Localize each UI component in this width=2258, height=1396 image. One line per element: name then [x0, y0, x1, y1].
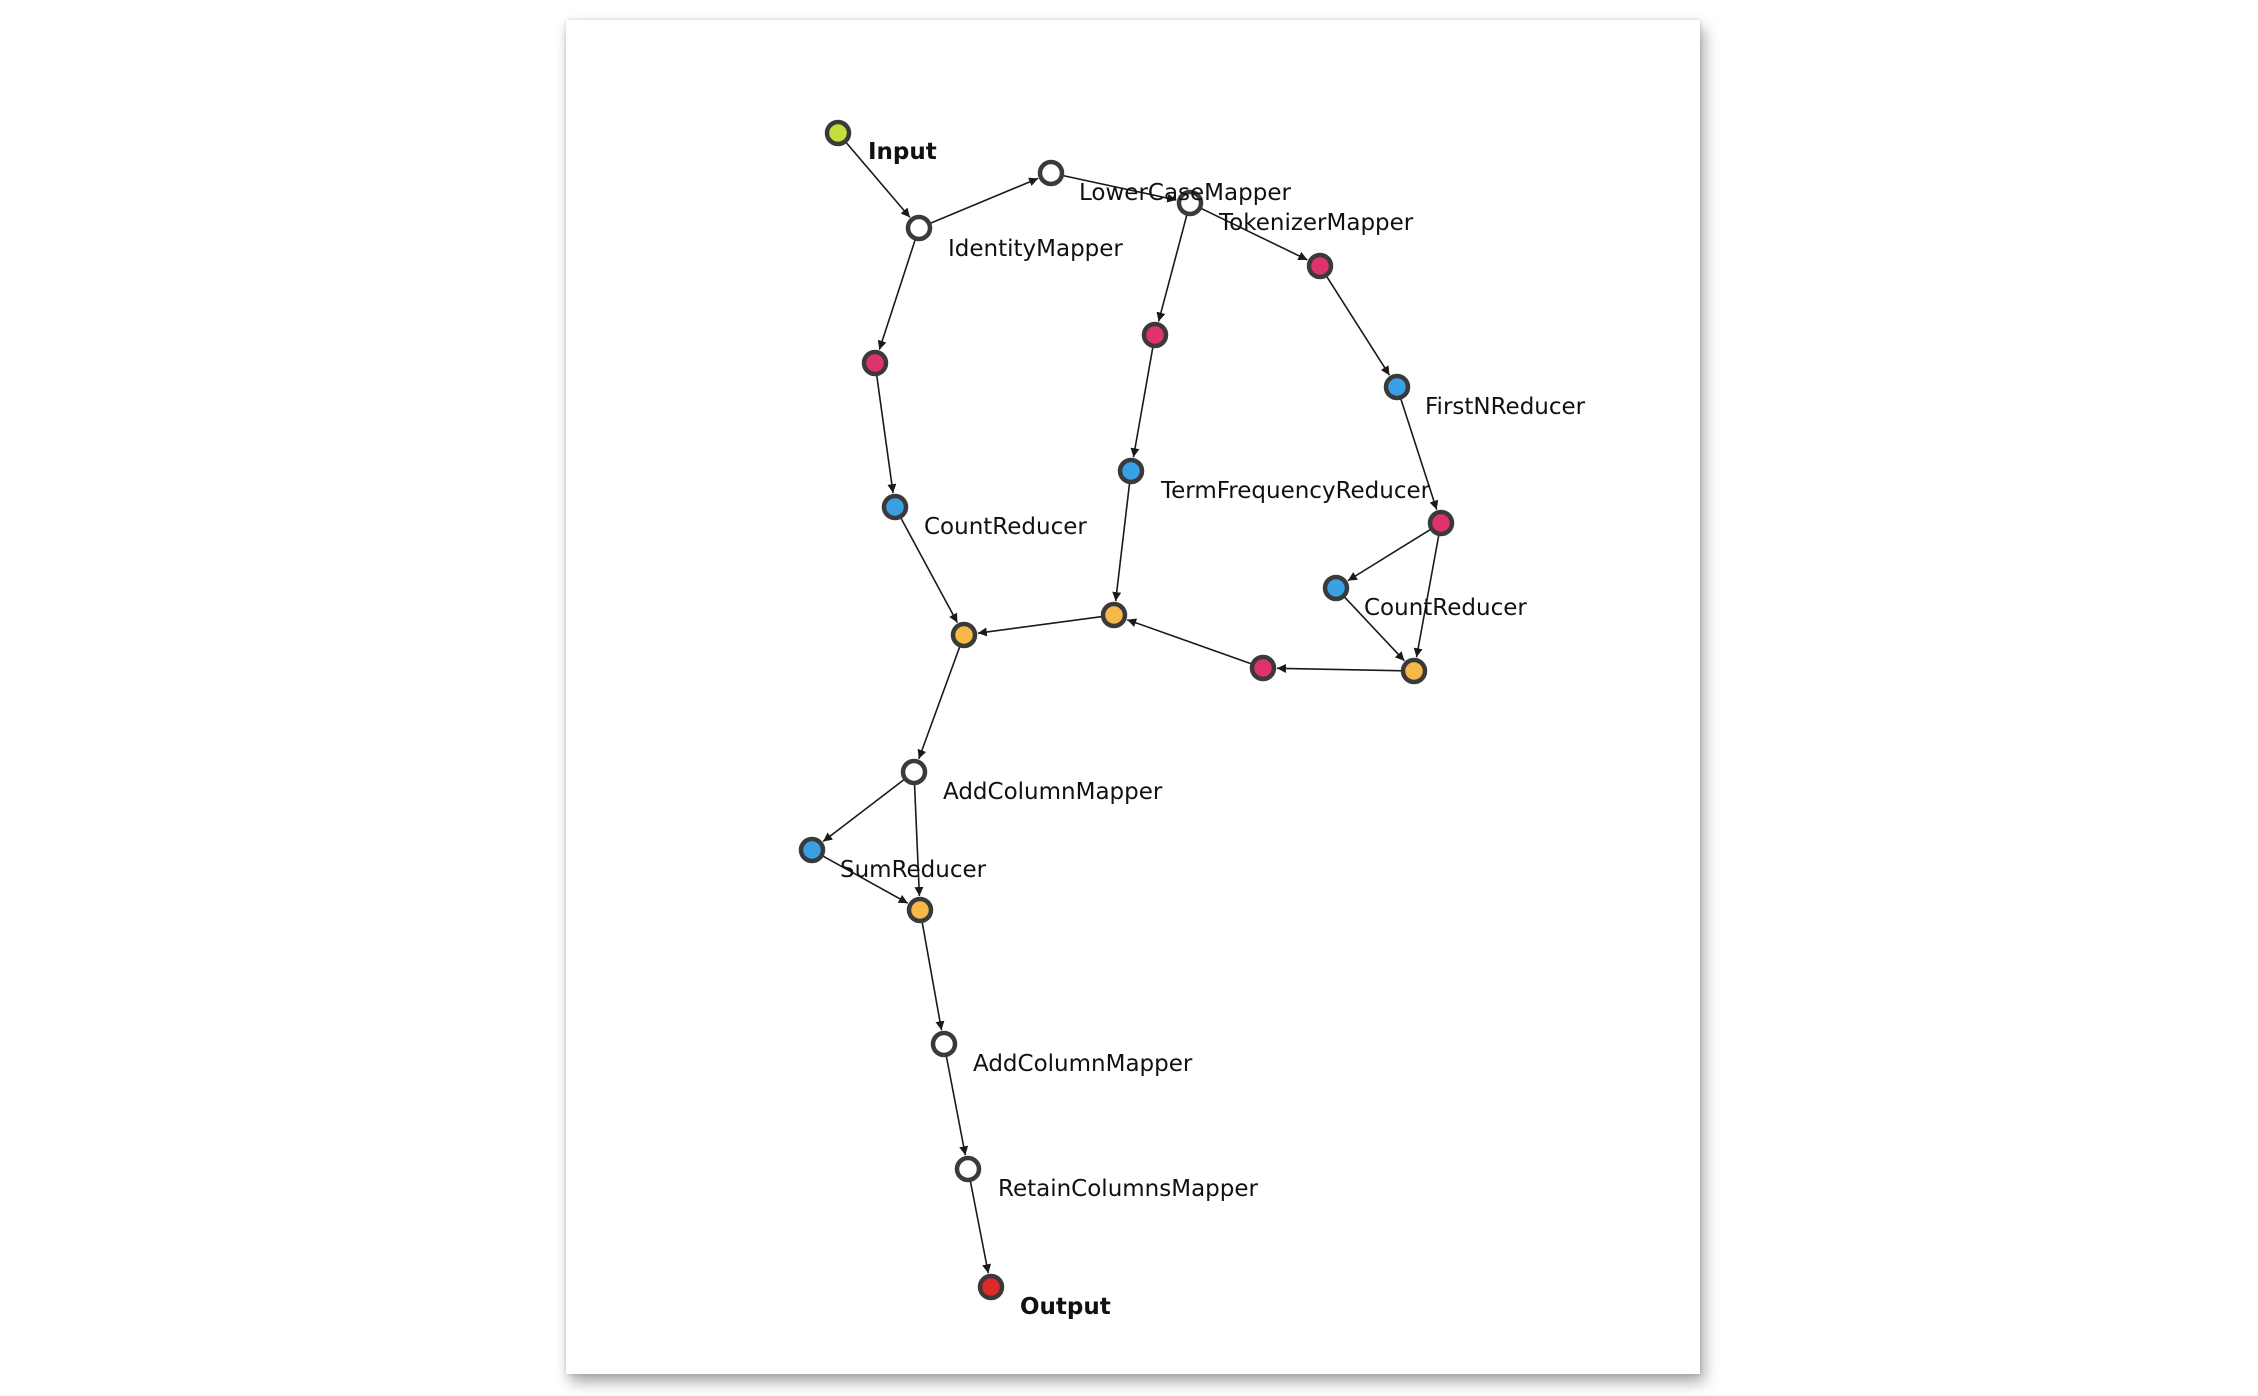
edge-identity-to-i1: [877, 240, 916, 350]
nodes-layer: [798, 119, 1455, 1301]
node-label-identity: IdentityMapper: [948, 236, 1123, 262]
node-retain[interactable]: [954, 1155, 982, 1183]
labels-layer: Input IdentityMapper LowerCaseMapper Tokeni…: [840, 139, 1586, 1320]
edge-j3-to-i5: [1276, 663, 1402, 673]
node-output[interactable]: [977, 1273, 1005, 1301]
node-lowercase[interactable]: [1037, 159, 1065, 187]
node-j4[interactable]: [906, 896, 934, 924]
workflow-graph: Input IdentityMapper LowerCaseMapper Tokeni…: [798, 119, 1586, 1320]
node-input[interactable]: [824, 119, 852, 147]
node-count1[interactable]: [881, 493, 909, 521]
edge-termfreq-to-j2: [1112, 483, 1131, 602]
edge-i2-to-termfreq: [1130, 347, 1154, 458]
node-label-retain: RetainColumnsMapper: [998, 1176, 1259, 1202]
node-termfreq[interactable]: [1117, 457, 1145, 485]
edge-addcol1-to-sum: [822, 779, 905, 843]
node-count2[interactable]: [1322, 574, 1350, 602]
edge-i4-to-count2: [1347, 529, 1431, 582]
node-label-count2: CountReducer: [1364, 595, 1527, 621]
node-label-input: Input: [868, 139, 937, 165]
edge-sum-to-j4: [822, 855, 909, 904]
node-j2[interactable]: [1100, 601, 1128, 629]
edge-addcol1-to-j4: [913, 784, 924, 897]
node-label-tokenizer: TokenizerMapper: [1218, 210, 1414, 236]
edge-count2-to-j3: [1344, 596, 1405, 662]
node-j1[interactable]: [950, 621, 978, 649]
edge-i5-to-j2: [1126, 618, 1252, 665]
edge-retain-to-output: [969, 1181, 992, 1274]
edge-lowercase-to-tokenizer: [1063, 174, 1177, 203]
node-identity[interactable]: [905, 214, 933, 242]
node-tokenizer[interactable]: [1176, 189, 1204, 217]
node-addcol1[interactable]: [900, 758, 928, 786]
edge-j4-to-addcol2: [921, 922, 945, 1031]
node-i3[interactable]: [1306, 252, 1334, 280]
node-sum[interactable]: [798, 836, 826, 864]
edge-count1-to-j1: [900, 518, 959, 624]
node-i5[interactable]: [1249, 654, 1277, 682]
node-addcol2[interactable]: [930, 1030, 958, 1058]
graph-panel: Input IdentityMapper LowerCaseMapper Tokeni…: [566, 20, 1700, 1374]
edge-i1-to-count1: [875, 375, 897, 494]
edges-layer: [822, 142, 1440, 1274]
node-label-addcol1: AddColumnMapper: [943, 779, 1163, 805]
edge-i3-to-firstn: [1326, 276, 1391, 376]
edge-tokenizer-to-i2: [1156, 215, 1188, 322]
edge-input-to-identity: [845, 142, 911, 218]
edge-tokenizer-to-i3: [1201, 207, 1308, 261]
node-j3[interactable]: [1400, 657, 1428, 685]
node-i2[interactable]: [1141, 321, 1169, 349]
node-label-output: Output: [1020, 1294, 1111, 1320]
node-label-lowercase: LowerCaseMapper: [1079, 180, 1291, 206]
edge-j2-to-j1: [977, 615, 1102, 637]
edge-i4-to-j3: [1413, 535, 1440, 658]
node-firstn[interactable]: [1383, 373, 1411, 401]
edge-addcol2-to-retain: [945, 1056, 969, 1156]
node-label-count1: CountReducer: [924, 514, 1087, 540]
node-label-termfreq: TermFrequencyReducer: [1160, 478, 1431, 504]
edge-firstn-to-i4: [1400, 399, 1439, 510]
node-i1[interactable]: [861, 349, 889, 377]
node-label-addcol2: AddColumnMapper: [973, 1051, 1193, 1077]
node-label-firstn: FirstNReducer: [1425, 394, 1586, 420]
edge-identity-to-lowercase: [930, 177, 1039, 224]
node-i4[interactable]: [1427, 509, 1455, 537]
edge-j1-to-addcol1: [917, 646, 961, 760]
node-label-sum: SumReducer: [840, 857, 987, 883]
